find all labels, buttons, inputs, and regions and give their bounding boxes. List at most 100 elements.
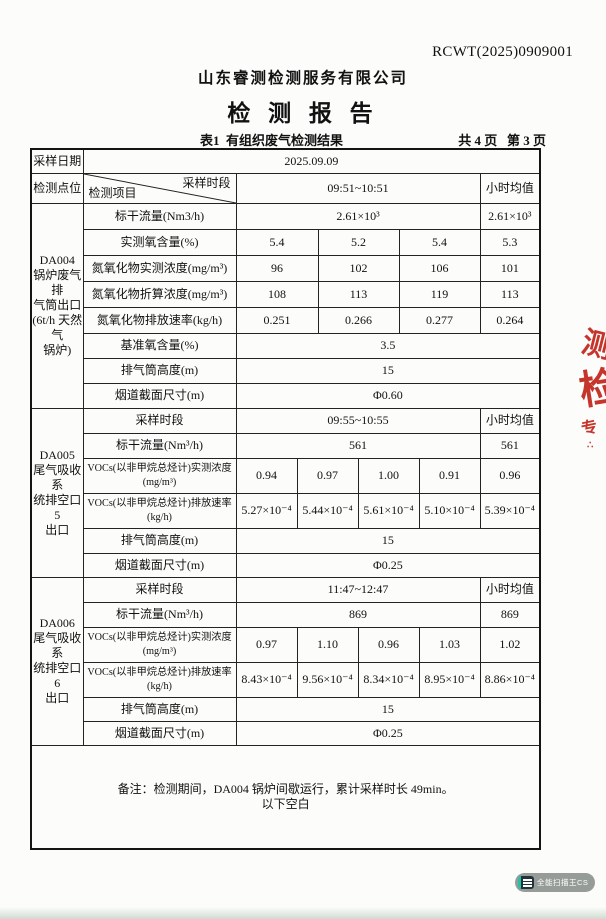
report-number: RCWT(2025)0909001 xyxy=(432,44,573,60)
table-row: 烟道截面尺寸(m) Φ0.25 xyxy=(31,552,541,578)
cell-value: 9.56×10⁻⁴ xyxy=(296,661,359,698)
cell-value: 0.94 xyxy=(235,457,298,494)
cell-avg: 5.39×10⁻⁴ xyxy=(479,492,541,529)
cell-avg: 101 xyxy=(479,254,541,282)
diagonal-line xyxy=(84,174,236,203)
cell-value: 5.27×10⁻⁴ xyxy=(235,492,298,529)
cell-value: 5.61×10⁻⁴ xyxy=(357,492,420,529)
table-row: 基准氧含量(%) 3.5 xyxy=(31,332,541,359)
cell-value: 0.97 xyxy=(296,457,359,494)
cell-value: 8.43×10⁻⁴ xyxy=(235,661,298,698)
cell-value: 5.2 xyxy=(317,228,400,256)
watermark-label: 全能扫描王CS xyxy=(537,878,589,887)
table-row: 氮氧化物排放速率(kg/h) 0.251 0.266 0.277 0.264 xyxy=(31,306,541,334)
s3-period: 11:47~12:47 xyxy=(235,576,481,603)
cell-value: 869 xyxy=(235,601,481,628)
scanner-icon xyxy=(518,876,534,889)
cell-value: 5.10×10⁻⁴ xyxy=(418,492,481,529)
table-row: 标干流量(Nm³/h) 869 869 xyxy=(31,601,541,628)
cell-avg: 869 xyxy=(479,601,541,628)
cell-value: 0.277 xyxy=(398,306,481,334)
s1-point-name: DA004 锅炉废气排 气筒出口 (6t/h 天然气 锅炉) xyxy=(30,202,84,409)
table-row: 排气筒高度(m) 15 xyxy=(31,696,541,722)
row-label: VOCs(以非甲烷总烃计)排放速率 (kg/h) xyxy=(82,661,237,698)
remarks-line: 备注：检测期间，DA004 锅炉间歇运行，累计采样时长 49min。 xyxy=(117,781,454,796)
cell-value: 15 xyxy=(235,357,541,384)
row-label: 氮氧化物排放速率(kg/h) xyxy=(82,306,237,334)
table-row: 标干流量(Nm³/h) 561 561 xyxy=(31,432,541,459)
row-label: 烟道截面尺寸(m) xyxy=(82,382,237,409)
scan-edge-shadow xyxy=(0,907,606,919)
cell-avg: 0.264 xyxy=(479,306,541,334)
s2-period: 09:55~10:55 xyxy=(235,407,481,434)
seal-glyph: 测 xyxy=(578,325,606,366)
s3-point-name: DA006 尾气吸收系 统排空口 6 出口 xyxy=(30,576,84,746)
diagonal-top-label: 采样时段 xyxy=(182,175,231,190)
table-row: 氮氧化物折算浓度(mg/m³) 108 113 119 113 xyxy=(31,280,541,308)
cell-value: 3.5 xyxy=(235,332,541,359)
row-label: 排气筒高度(m) xyxy=(82,357,237,384)
cell-value: 1.03 xyxy=(418,626,481,663)
cell-avg: 0.96 xyxy=(479,457,541,494)
table-row: 采样日期 2025.09.09 xyxy=(30,148,541,174)
table-row: VOCs(以非甲烷总烃计)排放速率 (kg/h) 5.27×10⁻⁴ 5.44×… xyxy=(31,492,541,529)
cell-avg: 113 xyxy=(479,280,541,308)
cell-value: 5.4 xyxy=(235,228,319,256)
row-label: 排气筒高度(m) xyxy=(82,696,237,722)
cell-value: 96 xyxy=(235,254,319,282)
hour-average-label: 小时均值 xyxy=(479,407,541,434)
table-row: 氮氧化物实测浓度(mg/m³) 96 102 106 101 xyxy=(31,254,541,282)
row-label: 采样时段 xyxy=(82,576,237,603)
table-row: 烟道截面尺寸(m) Φ0.60 xyxy=(31,382,541,409)
s1-period: 09:51~10:51 xyxy=(235,172,481,204)
hour-average-label: 小时均值 xyxy=(479,576,541,603)
cell-value: 1.00 xyxy=(357,457,420,494)
cell-value: 106 xyxy=(398,254,481,282)
cell-avg: 5.3 xyxy=(479,228,541,256)
row-label: VOCs(以非甲烷总烃计)排放速率 (kg/h) xyxy=(82,492,237,529)
row-label: 采样时段 xyxy=(82,407,237,434)
scanner-watermark-badge: 全能扫描王CS xyxy=(515,873,596,892)
table-caption: 表1 有组织废气检测结果 xyxy=(200,133,344,148)
cell-avg: 8.86×10⁻⁴ xyxy=(479,661,541,698)
row-label: 烟道截面尺寸(m) xyxy=(82,552,237,578)
remarks-row: 备注：检测期间，DA004 锅炉间歇运行，累计采样时长 49min。 以下空白 xyxy=(30,744,541,850)
row-label: 基准氧含量(%) xyxy=(82,332,237,359)
cell-value: 108 xyxy=(235,280,319,308)
row-label: 标干流量(Nm³/h) xyxy=(82,432,237,459)
report-title: 检 测 报 告 xyxy=(227,101,379,126)
cell-value: Φ0.25 xyxy=(235,720,541,746)
page-indicator: 共 4 页 第 3 页 xyxy=(458,133,546,148)
table-row: VOCs(以非甲烷总烃计)实测浓度 (mg/m³) 0.94 0.97 1.00… xyxy=(31,457,541,494)
cell-value: 5.44×10⁻⁴ xyxy=(296,492,359,529)
table-row: DA005 尾气吸收系 统排空口 5 出口 采样时段 09:55~10:55 小… xyxy=(30,407,541,578)
row-label: 烟道截面尺寸(m) xyxy=(82,720,237,746)
hour-average-label: 小时均值 xyxy=(479,172,541,204)
cell-value: 0.96 xyxy=(357,626,420,663)
table-row: VOCs(以非甲烷总烃计)实测浓度 (mg/m³) 0.97 1.10 0.96… xyxy=(31,626,541,663)
table-row: 排气筒高度(m) 15 xyxy=(31,527,541,554)
cell-value: 1.10 xyxy=(296,626,359,663)
table-row: VOCs(以非甲烷总烃计)排放速率 (kg/h) 8.43×10⁻⁴ 9.56×… xyxy=(31,661,541,698)
cell-value: 561 xyxy=(235,432,481,459)
cell-value: 113 xyxy=(317,280,400,308)
red-seal-fragment: 测 检 专 ∴ xyxy=(572,318,606,464)
table-row: 实测氧含量(%) 5.4 5.2 5.4 5.3 xyxy=(31,228,541,256)
cell-value: Φ0.25 xyxy=(235,552,541,578)
cell-value: Φ0.60 xyxy=(235,382,541,409)
sampling-date-value: 2025.09.09 xyxy=(82,148,541,174)
table-row: DA006 尾气吸收系 统排空口 6 出口 采样时段 11:47~12:47 小… xyxy=(30,576,541,746)
row-label: 标干流量(Nm3/h) xyxy=(82,202,237,230)
row-label: VOCs(以非甲烷总烃计)实测浓度 (mg/m³) xyxy=(82,457,237,494)
company-name: 山东睿测检测服务有限公司 xyxy=(197,70,408,87)
table-row: 烟道截面尺寸(m) Φ0.25 xyxy=(31,720,541,746)
cell-value: 0.251 xyxy=(235,306,319,334)
blank-below-line: 以下空白 xyxy=(261,796,310,811)
row-label: 实测氧含量(%) xyxy=(82,228,237,256)
table-row: DA004 锅炉废气排 气筒出口 (6t/h 天然气 锅炉) 标干流量(Nm3/… xyxy=(30,202,541,409)
cell-value: 102 xyxy=(317,254,400,282)
row-label: 标干流量(Nm³/h) xyxy=(82,601,237,628)
cell-value: 15 xyxy=(235,696,541,722)
results-table: 采样日期 2025.09.09 检测点位 采样时段 检测项目 09:51~10:… xyxy=(30,148,542,850)
